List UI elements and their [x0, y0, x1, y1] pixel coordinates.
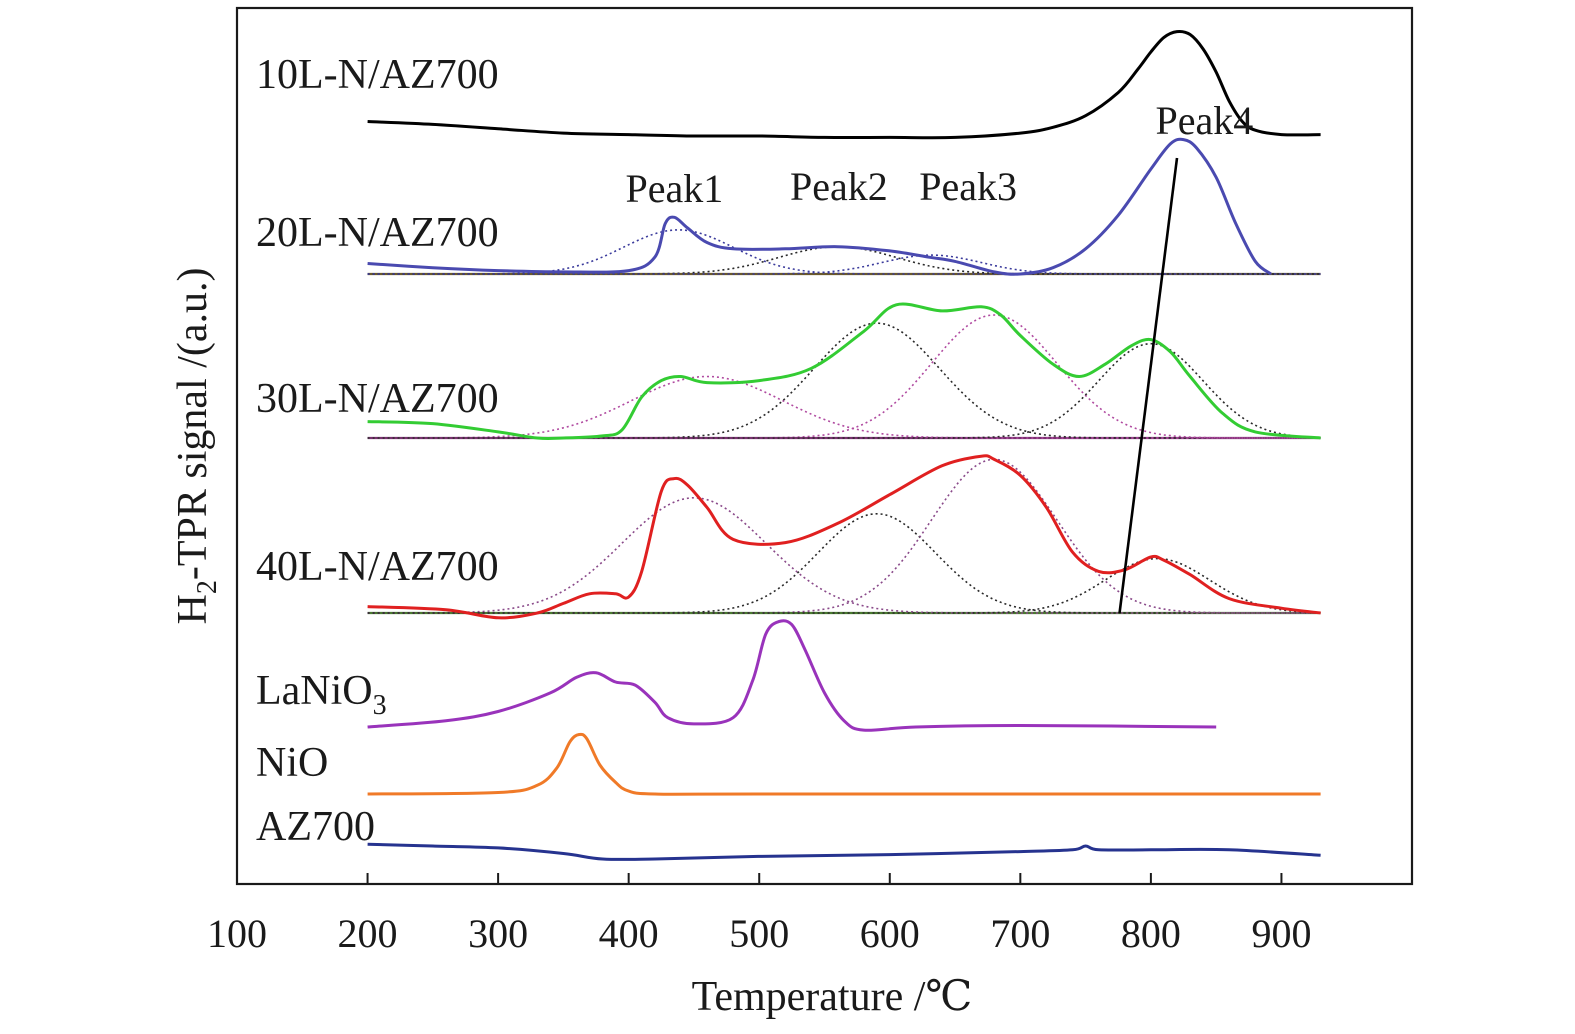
- deconvolution-peak: [367, 254, 1321, 275]
- series-line: [367, 137, 1272, 276]
- peak-label: Peak4: [1156, 98, 1254, 143]
- x-tick-label: 800: [1121, 911, 1181, 956]
- x-axis-ticks: [236, 873, 1283, 884]
- sample-label: 30L-N/AZ700: [256, 376, 499, 422]
- sample-label: LaNiO3: [256, 668, 387, 721]
- deconvolution-curves: [367, 229, 1321, 615]
- peak4-trend-line: [1118, 157, 1179, 614]
- deconvolution-peak: [367, 229, 1321, 275]
- x-tick-label: 200: [338, 911, 398, 956]
- y-axis-title-rest: -TPR signal /(a.u.): [170, 268, 216, 581]
- deconvolution-peak: [367, 458, 1321, 614]
- sample-label: 40L-N/AZ700: [256, 544, 499, 590]
- series-line: [367, 842, 1321, 862]
- series-line: [367, 454, 1321, 620]
- peak-label: Peak1: [625, 166, 723, 211]
- sample-label: AZ700: [256, 804, 375, 850]
- y-axis-title-subscript: 2: [192, 580, 223, 594]
- series-line: [367, 732, 1321, 796]
- deconvolution-peak: [367, 322, 1321, 439]
- x-tick-label: 400: [599, 911, 659, 956]
- deconvolution-peak: [367, 375, 1321, 439]
- sample-label: NiO: [256, 740, 328, 786]
- x-axis-tick-labels: 100 200 300 400 500 600 700 800 900: [207, 911, 1311, 956]
- series-curves: [367, 29, 1321, 862]
- peak4-line: [1118, 157, 1179, 614]
- peak-labels: Peak1 Peak2 Peak3 Peak4: [625, 98, 1253, 211]
- series-line: [367, 29, 1321, 140]
- y-axis-title-main: H: [170, 594, 216, 624]
- series-line: [367, 619, 1217, 732]
- x-axis-title: Temperature /℃: [692, 974, 973, 1020]
- deconvolution-peak: [367, 496, 1321, 614]
- x-tick-label: 300: [468, 911, 528, 956]
- x-tick-label: 600: [860, 911, 920, 956]
- plot-frame: [235, 6, 1414, 886]
- sample-label: 20L-N/AZ700: [256, 210, 499, 256]
- peak-label: Peak2: [790, 164, 888, 209]
- x-tick-label: 900: [1251, 911, 1311, 956]
- series-line: [367, 302, 1321, 441]
- sample-label: 10L-N/AZ700: [256, 52, 499, 98]
- sample-labels: 10L-N/AZ700 20L-N/AZ700 30L-N/AZ700 40L-N/A…: [256, 52, 499, 850]
- deconvolution-peak: [367, 512, 1321, 614]
- x-tick-label: 500: [729, 911, 789, 956]
- x-tick-label: 700: [990, 911, 1050, 956]
- x-tick-label: 100: [207, 911, 267, 956]
- y-axis-title: H2-TPR signal /(a.u.): [170, 268, 223, 625]
- deconvolution-peak: [367, 314, 1321, 439]
- peak-label: Peak3: [919, 164, 1017, 209]
